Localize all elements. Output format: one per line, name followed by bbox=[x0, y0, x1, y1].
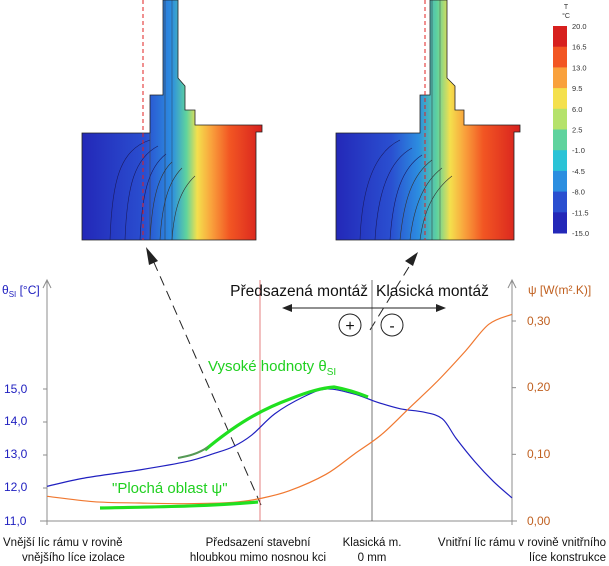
mode-front-label: Předsazená montáž bbox=[230, 283, 368, 300]
x-label-right-1: Vnitřní líc rámu v rovině vnitřního bbox=[438, 537, 606, 549]
colorbar-segment bbox=[553, 108, 567, 130]
colorbar-segment bbox=[553, 191, 567, 213]
x-label-mid-1: Předsazení stavební bbox=[206, 537, 312, 549]
high-values-highlight bbox=[203, 385, 369, 452]
colorbar-tick-label: 16.5 bbox=[572, 43, 587, 52]
colorbar-segment bbox=[553, 46, 567, 68]
colorbar-tick-label: -1.0 bbox=[572, 146, 585, 155]
colorbar-segment bbox=[553, 170, 567, 193]
colorbar-segment bbox=[553, 212, 567, 234]
right-tick-030: 0,30 bbox=[527, 314, 551, 328]
chart-area bbox=[40, 278, 517, 525]
x-label-mid-2: hloubkou mimo nosnou kci bbox=[190, 552, 326, 564]
plus-circle bbox=[338, 313, 362, 337]
x-label-right-2: líce konstrukce bbox=[529, 552, 606, 564]
thermal-image-front-mount bbox=[81, 0, 263, 241]
left-tick-14: 14,0 bbox=[4, 414, 28, 428]
left-tick-11: 11,0 bbox=[4, 514, 27, 528]
left-tick-13: 13,0 bbox=[4, 447, 28, 461]
left-tick-12: 12,0 bbox=[4, 480, 28, 494]
colorbar-unit-c: °C bbox=[562, 12, 570, 20]
mode-classic-label: Klasická montáž bbox=[376, 283, 489, 300]
minus-sign: - bbox=[389, 318, 394, 335]
colorbar-unit-t: T bbox=[564, 4, 569, 11]
tick-marks bbox=[43, 320, 516, 522]
colorbar-segment bbox=[553, 67, 567, 89]
minus-circle bbox=[380, 313, 404, 337]
left-axis-label: θSI [°C] bbox=[2, 283, 40, 299]
right-axis-label: ψ [W(m².K)] bbox=[528, 283, 591, 297]
colorbar-segment bbox=[553, 88, 567, 110]
colorbar-tick-label: 13.0 bbox=[572, 63, 587, 72]
plus-sign: + bbox=[345, 318, 354, 335]
colorbar-tick-label: 6.0 bbox=[572, 105, 582, 114]
colorbar-segment bbox=[553, 26, 567, 48]
psi-series-line bbox=[46, 313, 513, 505]
flat-area-highlight bbox=[99, 500, 259, 510]
temperature-colorbar: T °C 20.0 16.5 13.0 9.5 6.0 2.5 -1.0 -4.5 -8.0 -1… bbox=[553, 4, 589, 238]
colorbar-tick-label: 20.0 bbox=[572, 22, 587, 31]
left-tick-15: 15,0 bbox=[4, 382, 28, 396]
colorbar-segment bbox=[553, 129, 567, 151]
colorbar-tick-label: -11.5 bbox=[572, 208, 589, 217]
thermal-image-classic-mount bbox=[335, 0, 521, 241]
high-values-label: Vysoké hodnoty θSI bbox=[208, 358, 336, 378]
colorbar-tick-label: 2.5 bbox=[572, 126, 582, 135]
colorbar-tick-label: -15.0 bbox=[572, 229, 589, 238]
right-tick-020: 0,20 bbox=[527, 380, 551, 394]
colorbar-segment bbox=[553, 150, 567, 172]
x-label-left-1: Vnější líc rámu v rovině bbox=[3, 537, 123, 549]
transition-highlight bbox=[177, 446, 209, 459]
series-lines bbox=[46, 313, 513, 505]
colorbar-tick-label: -8.0 bbox=[572, 188, 585, 197]
left-axis-arrow bbox=[42, 278, 52, 289]
pointer-arrows bbox=[146, 247, 418, 506]
right-tick-000: 0,00 bbox=[527, 514, 551, 528]
x-label-classic-1: Klasická m. bbox=[343, 537, 402, 549]
right-axis-arrow bbox=[507, 278, 517, 289]
colorbar-tick-label: 9.5 bbox=[572, 84, 582, 93]
flat-area-label: "Plochá oblast ψ" bbox=[112, 480, 228, 497]
right-tick-010: 0,10 bbox=[527, 447, 551, 461]
colorbar-tick-label: -4.5 bbox=[572, 167, 585, 176]
x-label-left-2: vnějšího líce izolace bbox=[22, 552, 125, 564]
x-label-classic-2: 0 mm bbox=[358, 552, 387, 564]
